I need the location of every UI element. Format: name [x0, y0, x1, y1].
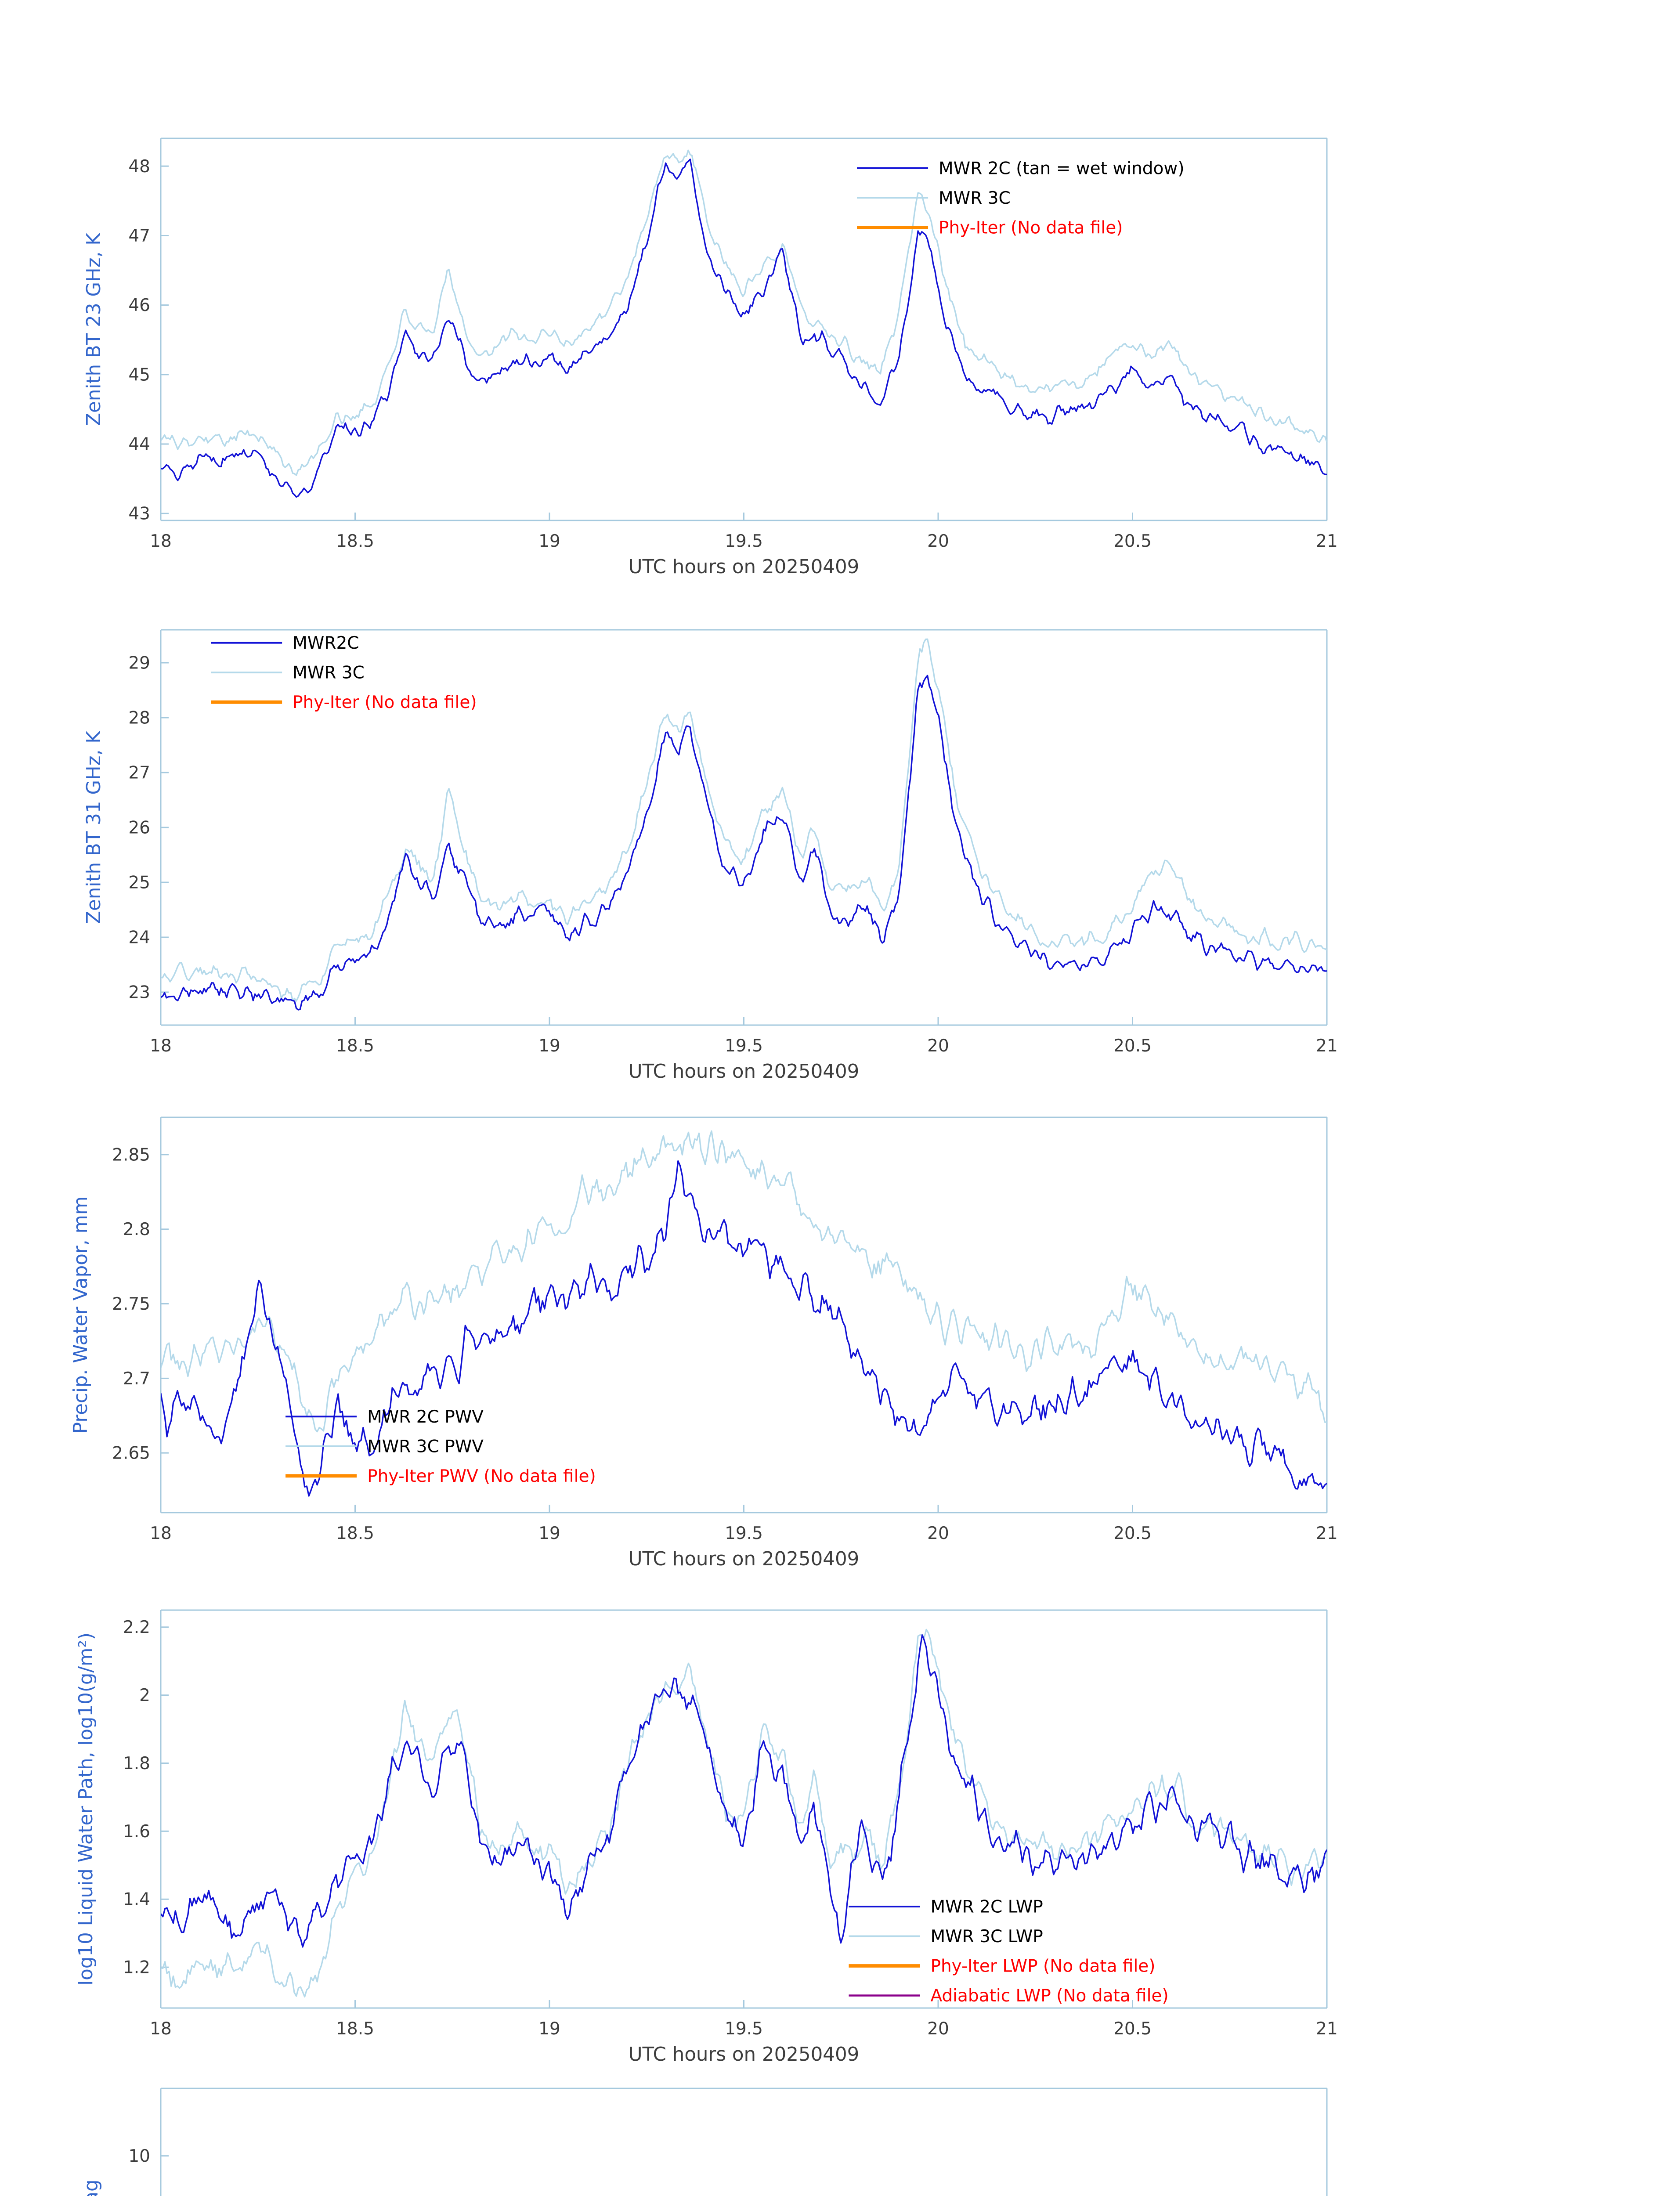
y-axis-label: MWR Phy Iter DQ Flag: [80, 2179, 102, 2196]
x-tick-label: 20: [927, 1036, 949, 1056]
x-axis-label: UTC hours on 20250409: [629, 556, 860, 578]
y-axis-label: log10 Liquid Water Path, log10(g/m²): [75, 1633, 97, 1986]
x-tick-label: 21: [1316, 531, 1338, 551]
x-tick-label: 20: [927, 2019, 949, 2039]
x-tick-label: 20: [927, 1524, 949, 1543]
y-tick-label: 1.8: [123, 1754, 150, 1773]
legend-item-label: Phy-Iter LWP (No data file): [930, 1956, 1155, 1976]
legend-item-label: Phy-Iter (No data file): [939, 218, 1123, 238]
x-tick-label: 18: [150, 1036, 172, 1056]
series-line-mwr-2c: [161, 159, 1327, 498]
y-tick-label: 2.2: [123, 1618, 150, 1637]
y-tick-label: 23: [128, 983, 150, 1003]
series-line-mwr-2c-pwv: [161, 1160, 1327, 1497]
y-tick-label: 10: [128, 2146, 150, 2166]
legend-item-label: MWR 2C PWV: [367, 1407, 484, 1427]
y-tick-label: 25: [128, 873, 150, 893]
y-tick-label: 2.65: [112, 1444, 150, 1463]
x-tick-label: 21: [1316, 1524, 1338, 1543]
y-tick-label: 1.4: [123, 1890, 150, 1910]
series-line-mwr-3c-pwv: [161, 1130, 1327, 1433]
x-tick-label: 19.5: [725, 531, 763, 551]
y-tick-label: 2.8: [123, 1220, 150, 1239]
x-tick-label: 19.5: [725, 1036, 763, 1056]
series-line-mwr-2c-lwp: [161, 1634, 1327, 1948]
x-axis-label: UTC hours on 20250409: [629, 1061, 860, 1083]
legend: MWR 2C PWV MWR 3C PWV Phy-Iter PWV (No dat…: [285, 1407, 596, 1486]
legend: MWR2C MWR 3C Phy-Iter (No data file): [211, 633, 477, 712]
legend-item-label: Adiabatic LWP (No data file): [930, 1986, 1168, 2006]
x-tick-label: 18.5: [336, 1036, 374, 1056]
chart-bt31: 18 18.5 19 19.5 20 20.5 21 23 24 25 26 27 28 29 UTC ho…: [83, 629, 1338, 1083]
series-line-mwr-3c: [161, 149, 1327, 476]
x-tick-label: 18: [150, 2019, 172, 2039]
legend-item-label: MWR 2C LWP: [930, 1897, 1043, 1917]
y-tick-label: 2.75: [112, 1294, 150, 1314]
x-tick-label: 20.5: [1113, 531, 1152, 551]
y-tick-label: 28: [128, 708, 150, 728]
x-tick-label: 18.5: [336, 2019, 374, 2039]
y-tick-label: 47: [128, 226, 150, 246]
y-tick-label: 44: [128, 435, 150, 455]
x-tick-label: 20.5: [1113, 1524, 1152, 1543]
legend: MWR 2C (tan = wet window) MWR 3C Phy-Iter …: [857, 159, 1185, 238]
series-line-mwr-3c: [161, 638, 1327, 1002]
legend: MWR 2C LWP MWR 3C LWP Phy-Iter LWP (No dat…: [849, 1897, 1169, 2006]
legend-item-label: MWR 3C PWV: [367, 1437, 484, 1456]
legend-item-label: MWR 3C LWP: [930, 1927, 1043, 1947]
y-axis-label: Zenith BT 23 GHz, K: [83, 232, 105, 426]
legend-item-label: Phy-Iter (No data file): [293, 693, 477, 712]
y-axis-label: Zenith BT 31 GHz, K: [83, 730, 105, 924]
x-axis-label: UTC hours on 20250409: [629, 2044, 860, 2066]
y-tick-label: 2.7: [123, 1369, 150, 1389]
y-tick-label: 2: [139, 1686, 150, 1705]
x-tick-label: 21: [1316, 1036, 1338, 1056]
legend-item-label: MWR 2C (tan = wet window): [939, 159, 1185, 178]
x-tick-label: 21: [1316, 2019, 1338, 2039]
x-tick-label: 19: [538, 1036, 560, 1056]
x-tick-label: 18.5: [336, 531, 374, 551]
y-tick-label: 26: [128, 818, 150, 838]
chart-bt23: 18 18.5 19 19.5 20 20.5 21 43 44 45 46 47 48 UTC hour…: [83, 137, 1338, 578]
x-tick-label: 18.5: [336, 1524, 374, 1543]
y-tick-label: 48: [128, 157, 150, 177]
legend-item-label: MWR 3C: [293, 663, 365, 683]
y-tick-label: 27: [128, 763, 150, 783]
y-tick-label: 29: [128, 654, 150, 673]
legend-item-label: MWR 3C: [939, 188, 1011, 208]
x-tick-label: 19.5: [725, 1524, 763, 1543]
series-line-mwr2c: [161, 675, 1327, 1011]
y-tick-label: 1.6: [123, 1822, 150, 1842]
legend-item-label: Phy-Iter PWV (No data file): [367, 1466, 596, 1486]
x-tick-label: 18: [150, 1524, 172, 1543]
x-tick-label: 19: [538, 531, 560, 551]
x-tick-label: 20.5: [1113, 1036, 1152, 1056]
y-tick-label: 2.85: [112, 1145, 150, 1165]
x-tick-label: 19.5: [725, 2019, 763, 2039]
x-axis-label: UTC hours on 20250409: [629, 1548, 860, 1570]
chart-pwv: 18 18.5 19 19.5 20 20.5 21 2.65 2.7 2.75 2.8 2.85 UT…: [70, 1116, 1338, 1570]
y-tick-label: 24: [128, 928, 150, 948]
x-tick-label: 19: [538, 1524, 560, 1543]
x-tick-label: 20.5: [1113, 2019, 1152, 2039]
x-tick-label: 19: [538, 2019, 560, 2039]
y-tick-label: 46: [128, 296, 150, 315]
legend-item-label: MWR2C: [293, 633, 359, 653]
series-line-mwr-3c-lwp: [161, 1629, 1327, 1998]
y-tick-label: 43: [128, 504, 150, 524]
y-axis-label: Precip. Water Vapor, mm: [70, 1196, 92, 1434]
chart-lwp: 18 18.5 19 19.5 20 20.5 21 1.2 1.4 1.6 1.8 2 2.2 UTC …: [75, 1609, 1338, 2066]
y-tick-label: 45: [128, 365, 150, 385]
x-tick-label: 18: [150, 531, 172, 551]
x-tick-label: 20: [927, 531, 949, 551]
y-tick-label: 1.2: [123, 1958, 150, 1978]
